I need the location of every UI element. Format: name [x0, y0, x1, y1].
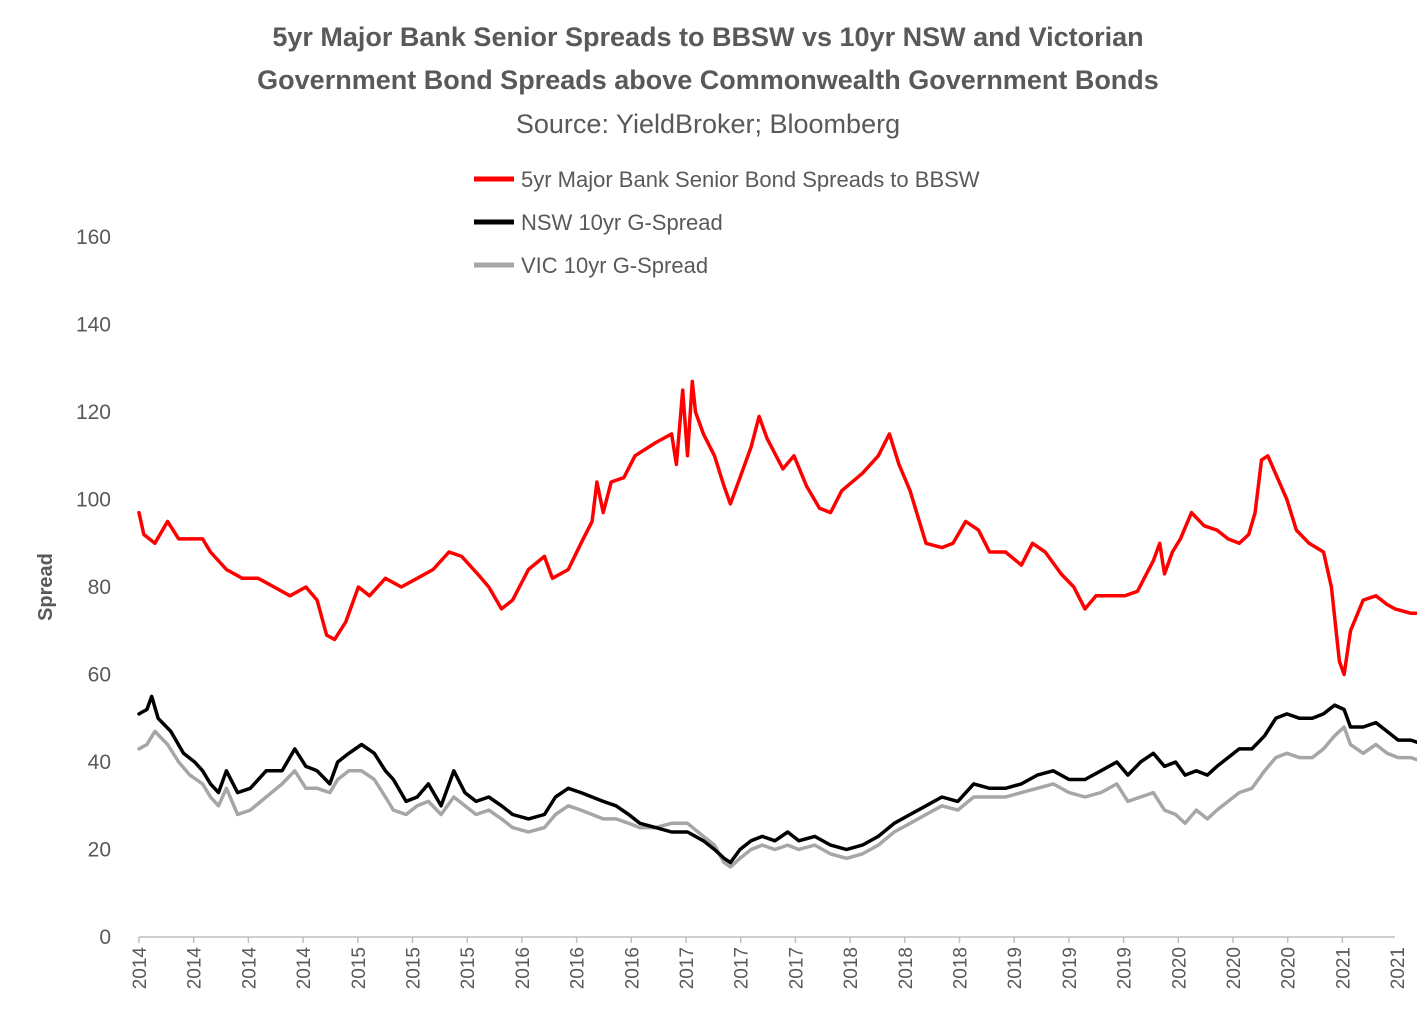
x-tick-label: 2018: [951, 947, 972, 989]
x-tick-label: 2017: [786, 947, 807, 989]
x-tick-label: 2018: [841, 947, 862, 989]
y-tick-label: 120: [76, 401, 111, 424]
legend-label-bank-spread: 5yr Major Bank Senior Bond Spreads to BB…: [521, 167, 980, 192]
x-tick-label: 2021: [1333, 947, 1354, 989]
x-tick-label: 2021: [1388, 947, 1409, 989]
y-tick-label: 40: [88, 751, 111, 774]
legend: 5yr Major Bank Senior Bond Spreads to BB…: [474, 167, 980, 278]
chart-subtitle: Source: YieldBroker; Bloomberg: [516, 109, 900, 139]
x-tick-label: 2017: [732, 947, 753, 989]
x-tick-label: 2014: [294, 947, 315, 990]
x-tick-label: 2014: [239, 947, 260, 990]
x-tick-label: 2014: [185, 947, 206, 990]
x-tick-label: 2020: [1169, 947, 1190, 989]
y-tick-label: 0: [99, 926, 111, 949]
x-tick-label: 2015: [404, 947, 425, 989]
x-tick-label: 2019: [1060, 947, 1081, 989]
series-line-nsw: [137, 694, 1417, 865]
y-tick-label: 140: [76, 314, 111, 337]
x-tick-label: 2015: [458, 947, 479, 989]
x-tick-label: 2017: [677, 947, 698, 989]
chart-title-line-1: 5yr Major Bank Senior Spreads to BBSW vs…: [272, 22, 1143, 52]
series-line-bank-spread: [137, 379, 1417, 677]
x-tick-label: 2014: [130, 947, 151, 990]
legend-label-vic: VIC 10yr G-Spread: [521, 253, 708, 278]
y-tick-label: 100: [76, 489, 111, 512]
series-line-vic: [137, 725, 1417, 869]
x-tick-label: 2019: [1115, 947, 1136, 989]
x-tick-label: 2015: [349, 947, 370, 989]
x-tick-label: 2020: [1224, 947, 1245, 989]
y-tick-label: 160: [76, 226, 111, 249]
x-tick-label: 2016: [513, 947, 534, 989]
x-tick-label: 2016: [568, 947, 589, 989]
y-axis-ticks: 0 20 40 60 80 100 120 140 160: [76, 226, 111, 949]
x-tick-label: 2019: [1005, 947, 1026, 989]
x-tick-label: 2016: [622, 947, 643, 989]
y-tick-label: 80: [88, 576, 111, 599]
x-axis: 2014 2014 2014 2014 2015 2015 2015 2016 2016 2016…: [130, 936, 1409, 990]
y-tick-label: 60: [88, 664, 111, 687]
series-lines: [137, 379, 1417, 869]
x-tick-label: 2020: [1279, 947, 1300, 989]
x-tick-label: 2018: [896, 947, 917, 989]
chart-title-line-2: Government Bond Spreads above Commonweal…: [257, 65, 1159, 95]
y-tick-label: 20: [88, 839, 111, 862]
y-axis-title: Spread: [35, 553, 57, 621]
legend-label-nsw: NSW 10yr G-Spread: [521, 210, 723, 235]
